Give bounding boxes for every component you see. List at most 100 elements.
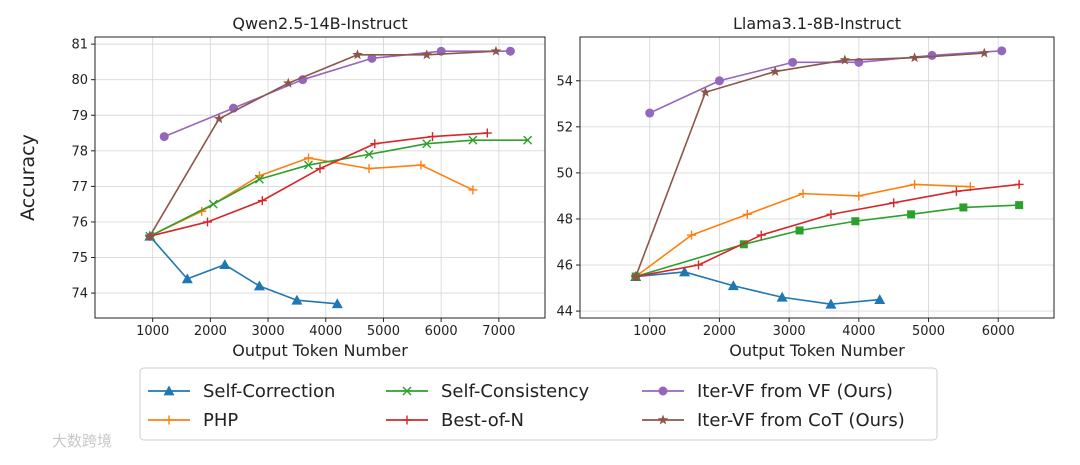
point-best-of-n — [203, 217, 212, 227]
y-tick-label: 76 — [71, 215, 88, 230]
y-tick-label: 80 — [71, 73, 88, 88]
y-tick-label: 77 — [71, 180, 88, 195]
axes-frame — [579, 36, 1055, 319]
y-tick-label: 48 — [556, 212, 573, 227]
point-self-correction — [874, 294, 886, 304]
legend-label: Self-Consistency — [441, 381, 590, 402]
x-tick-label: 6000 — [982, 324, 1015, 339]
point-self-consistency — [959, 203, 968, 212]
x-tick-label: 2000 — [703, 324, 736, 339]
series-iter-vf-from-cot-ours — [630, 47, 990, 281]
y-tick-label: 50 — [556, 166, 573, 181]
point-iter-vf-from-cot-ours — [490, 45, 502, 56]
point-best-of-n — [951, 186, 961, 196]
y-axis-label: Accuracy — [17, 134, 39, 221]
x-tick-label: 7000 — [482, 324, 515, 339]
chart-llama: 1000 2000 3000 4000 5000 6000 44 46 48 50 52 54 Llam… — [556, 14, 1055, 360]
legend-entry-self-consistency: Self-Consistency — [386, 381, 590, 402]
x-tick-label: 6000 — [425, 324, 458, 339]
chart-qwen: 1000 2000 3000 4000 5000 6000 7000 74 75 76 77 78 79… — [17, 14, 546, 360]
point-php — [854, 191, 864, 201]
point-best-of-n — [694, 260, 703, 270]
point-best-of-n — [257, 196, 267, 206]
x-tick-label: 5000 — [912, 324, 945, 339]
legend: Self-Correction Self-Consistency Iter-VF f… — [139, 367, 938, 441]
point-self-consistency — [364, 149, 374, 159]
point-iter-vf-from-vf-ours — [645, 108, 655, 118]
legend-marker — [657, 414, 669, 425]
point-best-of-n — [756, 230, 766, 240]
point-self-consistency — [1015, 201, 1024, 210]
chart-title: Llama3.1-8B-Instruct — [733, 14, 901, 33]
point-self-consistency — [907, 210, 916, 219]
y-tick-label: 75 — [71, 251, 88, 266]
point-best-of-n — [826, 209, 836, 219]
point-iter-vf-from-cot-ours — [769, 66, 781, 76]
point-self-consistency — [795, 226, 804, 235]
point-self-consistency — [208, 199, 218, 209]
point-php — [742, 209, 752, 219]
point-php — [416, 160, 426, 170]
x-tick-label: 2000 — [194, 324, 227, 339]
y-tick-label: 54 — [556, 74, 573, 89]
x-tick-label: 3000 — [252, 324, 285, 339]
point-iter-vf-from-cot-ours — [283, 77, 294, 88]
legend-marker — [164, 415, 174, 425]
legend-label: Self-Correction — [203, 381, 335, 402]
point-self-correction — [291, 294, 303, 305]
series-self-correction — [144, 230, 343, 309]
series-self-consistency — [631, 201, 1024, 281]
point-best-of-n — [889, 198, 899, 208]
chart-title: Qwen2.5-14B-Instruct — [232, 14, 407, 33]
point-self-correction — [181, 273, 193, 284]
legend-label: Best-of-N — [441, 410, 524, 431]
legend-entry-php: PHP — [148, 410, 238, 431]
legend-marker — [402, 415, 412, 425]
series-iter-vf-from-cot-ours — [144, 45, 502, 241]
point-iter-vf-from-vf-ours — [505, 46, 515, 56]
point-self-correction — [679, 266, 691, 277]
point-php — [910, 179, 920, 189]
point-self-consistency — [523, 135, 533, 145]
legend-marker — [163, 385, 175, 396]
point-iter-vf-from-cot-ours — [213, 113, 225, 124]
point-best-of-n — [315, 164, 325, 174]
legend-label: Iter-VF from VF (Ours) — [697, 381, 893, 402]
point-best-of-n — [370, 139, 380, 149]
x-tick-label: 1000 — [633, 324, 666, 339]
line-iter-vf-from-vf-ours — [649, 50, 1002, 114]
point-self-correction — [331, 298, 343, 309]
point-self-consistency — [422, 139, 432, 149]
point-iter-vf-from-cot-ours — [839, 54, 851, 65]
y-tick-label: 78 — [71, 144, 88, 159]
x-tick-label: 4000 — [309, 324, 342, 339]
legend-entry-iter-vf-from-cot-ours: Iter-VF from CoT (Ours) — [642, 410, 905, 431]
point-best-of-n — [1014, 179, 1024, 189]
legend-box — [139, 367, 938, 441]
point-self-consistency — [739, 240, 748, 249]
axes-frame — [94, 36, 546, 319]
x-tick-label: 4000 — [842, 324, 875, 339]
point-iter-vf-from-cot-ours — [630, 271, 641, 281]
y-tick-label: 46 — [556, 259, 573, 274]
x-tick-label: 5000 — [367, 324, 400, 339]
legend-label: Iter-VF from CoT (Ours) — [697, 410, 905, 431]
series-iter-vf-from-vf-ours — [645, 46, 1007, 118]
line-self-correction — [635, 271, 880, 305]
point-self-consistency — [254, 174, 264, 184]
line-iter-vf-from-cot-ours — [149, 50, 497, 237]
y-tick-label: 52 — [556, 120, 573, 135]
y-tick-label: 79 — [71, 109, 88, 124]
point-self-consistency — [468, 135, 478, 145]
x-tick-label: 3000 — [773, 324, 806, 339]
legend-entry-self-correction: Self-Correction — [148, 381, 335, 402]
line-iter-vf-from-cot-ours — [635, 52, 985, 277]
point-iter-vf-from-cot-ours — [352, 49, 363, 60]
point-php — [303, 153, 313, 163]
point-best-of-n — [428, 132, 437, 142]
watermark: 大数跨境 — [52, 432, 112, 450]
x-axis-label: Output Token Number — [729, 341, 905, 360]
point-self-correction — [219, 259, 231, 270]
point-iter-vf-from-vf-ours — [927, 50, 937, 60]
point-iter-vf-from-vf-ours — [788, 57, 798, 67]
